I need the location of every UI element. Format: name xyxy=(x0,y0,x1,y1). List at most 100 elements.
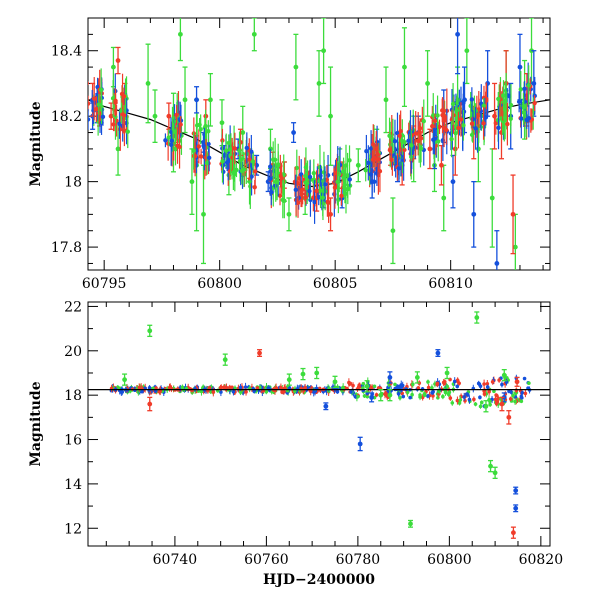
cluster-point xyxy=(224,160,230,165)
cluster-point xyxy=(277,193,283,198)
cluster-point xyxy=(436,139,441,144)
cluster-point xyxy=(320,195,325,200)
red-point xyxy=(499,401,505,407)
cluster-point xyxy=(88,117,91,122)
cluster-point xyxy=(505,121,510,127)
cluster-point xyxy=(250,159,256,164)
cluster-point xyxy=(303,165,309,170)
band-point xyxy=(476,381,481,386)
cluster-point xyxy=(117,121,122,127)
cluster-point xyxy=(269,189,274,195)
band-point xyxy=(349,390,353,394)
cluster-point xyxy=(273,179,278,185)
cluster-point xyxy=(437,124,442,130)
cluster-point xyxy=(518,87,523,92)
band-point xyxy=(219,390,223,394)
band-point xyxy=(442,381,447,386)
cluster-point xyxy=(239,168,245,174)
green-point xyxy=(488,463,493,469)
cluster-point xyxy=(88,101,91,106)
green-point xyxy=(222,357,228,363)
green-point xyxy=(425,81,430,86)
band-point xyxy=(478,395,482,400)
cluster-point xyxy=(270,157,276,162)
green-point xyxy=(364,383,370,389)
cluster-point xyxy=(417,126,423,131)
green-point xyxy=(390,228,396,234)
green-point xyxy=(314,370,320,376)
band-point xyxy=(487,389,491,394)
cluster-point xyxy=(392,138,398,144)
cluster-point xyxy=(368,172,374,177)
blue-point xyxy=(513,505,519,511)
y-tick-label: 16 xyxy=(64,433,82,449)
band-point xyxy=(509,390,514,395)
band-point xyxy=(238,385,243,390)
band-point xyxy=(443,390,448,395)
band-point xyxy=(441,394,445,399)
band-point xyxy=(218,386,223,390)
cluster-point xyxy=(194,123,200,128)
band-point xyxy=(147,385,152,390)
green-point xyxy=(152,113,158,119)
blue-point xyxy=(357,441,363,447)
band-point xyxy=(493,397,498,402)
cluster-point xyxy=(279,176,284,181)
band-point xyxy=(458,398,463,402)
cluster-point xyxy=(430,124,435,129)
cluster-point xyxy=(458,117,464,122)
red-point xyxy=(511,530,516,536)
cluster-point xyxy=(340,169,346,174)
green-point xyxy=(489,195,495,201)
cluster-point xyxy=(198,154,204,159)
blue-point xyxy=(323,403,329,409)
cluster-point xyxy=(253,169,258,174)
green-point xyxy=(111,64,116,70)
x-tick-label: 60800 xyxy=(197,276,242,292)
cluster-point xyxy=(366,160,371,166)
cluster-point xyxy=(206,155,212,160)
red-point xyxy=(510,211,516,217)
top-plot-frame xyxy=(87,17,551,271)
cluster-point xyxy=(363,167,368,173)
band-point xyxy=(399,385,403,389)
band-point xyxy=(455,384,460,389)
band-point xyxy=(418,395,422,399)
cluster-point xyxy=(308,197,313,203)
green-point xyxy=(145,81,151,86)
cluster-point xyxy=(501,93,506,98)
band-point xyxy=(426,394,430,398)
cluster-point xyxy=(481,121,486,126)
blue-point xyxy=(435,350,441,356)
cluster-point xyxy=(409,143,414,148)
bottom-dense-band xyxy=(109,374,532,409)
cluster-point xyxy=(473,126,478,131)
cluster-point xyxy=(231,170,236,175)
bottom-panel: 60740 60760 60780 60800 60820 12 14 16 18 20 22 Ma… xyxy=(28,299,563,588)
cluster-point xyxy=(522,86,527,92)
cluster-point xyxy=(119,91,125,97)
band-point xyxy=(494,401,499,406)
cluster-point xyxy=(312,199,317,205)
cluster-point xyxy=(173,146,178,152)
band-point xyxy=(119,389,123,394)
band-point xyxy=(351,383,355,388)
x-tick-label: 60805 xyxy=(313,276,358,292)
cluster-point xyxy=(237,148,242,153)
cluster-point xyxy=(175,143,180,148)
cluster-point xyxy=(247,179,252,184)
green-point xyxy=(501,372,507,378)
band-point xyxy=(482,392,487,396)
band-point xyxy=(357,383,362,387)
blue-point xyxy=(369,394,375,400)
cluster-point xyxy=(125,129,130,134)
cluster-point xyxy=(454,108,459,113)
green-point xyxy=(328,113,333,119)
cluster-point xyxy=(249,149,254,154)
cluster-point xyxy=(322,182,328,187)
cluster-point xyxy=(206,129,211,134)
band-point xyxy=(361,386,365,390)
cluster-point xyxy=(204,160,210,166)
cluster-point xyxy=(247,157,252,162)
cluster-point xyxy=(99,107,105,112)
